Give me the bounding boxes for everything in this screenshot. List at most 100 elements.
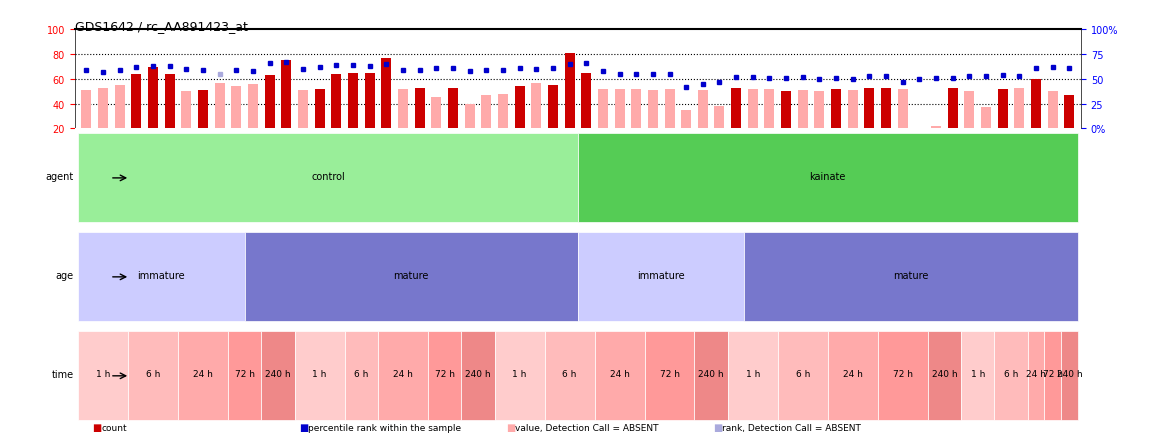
Bar — [614, 89, 624, 129]
Text: 1 h: 1 h — [95, 369, 110, 378]
Bar — [514, 87, 524, 129]
Text: count: count — [101, 423, 126, 432]
Text: 240 h: 240 h — [698, 369, 724, 378]
FancyBboxPatch shape — [494, 332, 545, 421]
Bar — [831, 89, 841, 129]
Bar — [398, 89, 408, 129]
FancyBboxPatch shape — [78, 233, 245, 322]
Bar — [465, 105, 475, 129]
FancyBboxPatch shape — [128, 332, 178, 421]
Bar — [331, 75, 342, 129]
Bar — [765, 89, 774, 129]
FancyBboxPatch shape — [578, 233, 744, 322]
FancyBboxPatch shape — [578, 134, 1078, 223]
FancyBboxPatch shape — [1061, 332, 1078, 421]
Text: immature: immature — [138, 270, 185, 280]
Text: mature: mature — [894, 270, 929, 280]
Bar — [665, 89, 675, 129]
Bar — [881, 89, 891, 129]
Bar — [714, 107, 724, 129]
Bar — [315, 89, 324, 129]
Bar — [264, 76, 275, 129]
Bar — [681, 111, 691, 129]
Text: age: age — [56, 270, 74, 280]
FancyBboxPatch shape — [1044, 332, 1061, 421]
Bar — [348, 74, 358, 129]
Bar — [798, 91, 807, 129]
Bar — [781, 92, 791, 129]
Text: 240 h: 240 h — [266, 369, 291, 378]
Bar — [965, 92, 974, 129]
FancyBboxPatch shape — [1028, 332, 1044, 421]
Bar — [1065, 96, 1074, 129]
FancyBboxPatch shape — [595, 332, 644, 421]
Bar — [647, 91, 658, 129]
Text: 6 h: 6 h — [562, 369, 577, 378]
Bar — [1048, 92, 1058, 129]
Bar — [131, 75, 141, 129]
Text: percentile rank within the sample: percentile rank within the sample — [308, 423, 461, 432]
FancyBboxPatch shape — [245, 233, 578, 322]
Bar — [148, 67, 158, 129]
FancyBboxPatch shape — [777, 332, 828, 421]
FancyBboxPatch shape — [294, 332, 345, 421]
Text: 1 h: 1 h — [971, 369, 984, 378]
Text: 6 h: 6 h — [1004, 369, 1018, 378]
Text: ■: ■ — [92, 423, 101, 432]
FancyBboxPatch shape — [961, 332, 995, 421]
Text: 6 h: 6 h — [796, 369, 810, 378]
Bar — [848, 91, 858, 129]
FancyBboxPatch shape — [228, 332, 261, 421]
Bar — [481, 96, 491, 129]
FancyBboxPatch shape — [345, 332, 378, 421]
Bar — [814, 92, 825, 129]
Bar — [631, 89, 642, 129]
Text: 24 h: 24 h — [393, 369, 413, 378]
Bar — [598, 89, 608, 129]
FancyBboxPatch shape — [928, 332, 961, 421]
Bar — [382, 59, 391, 129]
Bar — [948, 89, 958, 129]
Text: ■: ■ — [713, 423, 722, 432]
Bar — [182, 92, 191, 129]
Bar — [1032, 80, 1041, 129]
Bar — [547, 86, 558, 129]
FancyBboxPatch shape — [644, 332, 695, 421]
Bar — [932, 127, 941, 129]
Text: 24 h: 24 h — [610, 369, 629, 378]
Text: 24 h: 24 h — [843, 369, 862, 378]
Text: control: control — [312, 171, 345, 181]
Bar — [115, 86, 124, 129]
Text: ■: ■ — [299, 423, 308, 432]
Text: 240 h: 240 h — [465, 369, 491, 378]
Text: rank, Detection Call = ABSENT: rank, Detection Call = ABSENT — [722, 423, 861, 432]
Text: 72 h: 72 h — [659, 369, 680, 378]
Bar — [531, 83, 542, 129]
Text: 6 h: 6 h — [354, 369, 368, 378]
Bar — [215, 83, 224, 129]
FancyBboxPatch shape — [378, 332, 428, 421]
Bar — [431, 98, 442, 129]
Bar — [298, 91, 308, 129]
Text: 6 h: 6 h — [146, 369, 160, 378]
Text: time: time — [52, 369, 74, 379]
Bar — [82, 91, 91, 129]
FancyBboxPatch shape — [695, 332, 728, 421]
Text: immature: immature — [637, 270, 685, 280]
Text: value, Detection Call = ABSENT: value, Detection Call = ABSENT — [515, 423, 659, 432]
Text: ■: ■ — [506, 423, 515, 432]
Bar — [415, 89, 424, 129]
Bar — [1014, 89, 1025, 129]
Bar — [498, 95, 508, 129]
Bar — [731, 89, 741, 129]
FancyBboxPatch shape — [428, 332, 461, 421]
Text: 72 h: 72 h — [892, 369, 913, 378]
Bar — [898, 89, 907, 129]
Bar — [282, 61, 291, 129]
FancyBboxPatch shape — [728, 332, 777, 421]
Text: 72 h: 72 h — [235, 369, 254, 378]
Bar — [198, 91, 208, 129]
Text: 1 h: 1 h — [513, 369, 527, 378]
Bar — [164, 75, 175, 129]
Text: 240 h: 240 h — [932, 369, 957, 378]
